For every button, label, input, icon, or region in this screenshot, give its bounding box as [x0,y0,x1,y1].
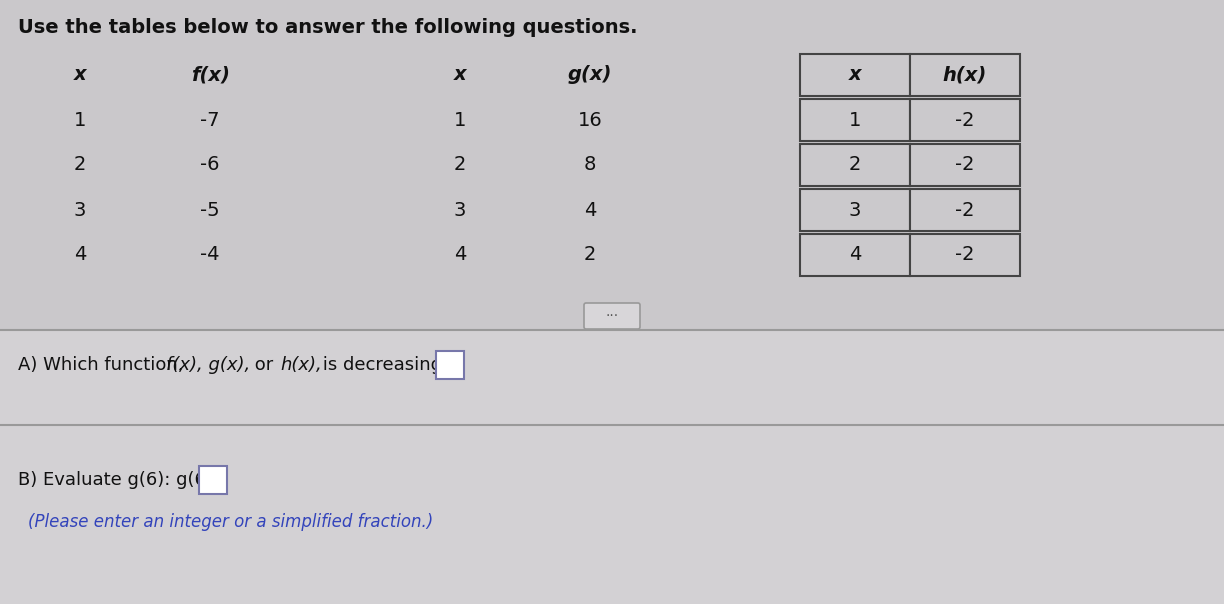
Bar [0,330,1224,604]
Text: -2: -2 [955,201,974,219]
Text: h(x): h(x) [942,65,987,85]
Bar [800,144,909,186]
Text: h(x),: h(x), [280,356,322,374]
Text: 1: 1 [454,111,466,129]
Text: 1: 1 [73,111,86,129]
Bar [909,189,1020,231]
Text: 1: 1 [848,111,862,129]
Bar [909,99,1020,141]
Text: -5: -5 [201,201,220,219]
Bar [200,466,228,494]
Text: A) Which function,: A) Which function, [18,356,190,374]
Text: B) Evaluate g(6): g(6)=: B) Evaluate g(6): g(6)= [18,471,228,489]
Text: -2: -2 [955,245,974,265]
Text: 8: 8 [584,155,596,175]
Bar [909,144,1020,186]
Bar [909,54,1020,96]
FancyBboxPatch shape [584,303,640,329]
Bar [800,54,909,96]
Text: 16: 16 [578,111,602,129]
Text: -2: -2 [955,111,974,129]
Text: -6: -6 [201,155,220,175]
Bar [800,189,909,231]
Text: g(x): g(x) [568,65,612,85]
Text: x: x [848,65,862,85]
Text: f(x): f(x) [191,65,229,85]
Text: or: or [248,356,279,374]
Text: 4: 4 [584,201,596,219]
Text: 3: 3 [848,201,862,219]
Text: is decreasing?: is decreasing? [317,356,452,374]
Text: -2: -2 [955,155,974,175]
Text: x: x [454,65,466,85]
Text: 4: 4 [73,245,86,265]
Bar [0,0,1224,330]
Text: ···: ··· [606,309,618,323]
Text: f(x), g(x),: f(x), g(x), [166,356,251,374]
Bar [437,351,464,379]
Text: 4: 4 [848,245,862,265]
Text: 2: 2 [454,155,466,175]
Text: Use the tables below to answer the following questions.: Use the tables below to answer the follo… [18,18,638,37]
Text: 2: 2 [848,155,862,175]
Bar [800,99,909,141]
Text: 3: 3 [454,201,466,219]
Text: -7: -7 [201,111,220,129]
Text: x: x [73,65,87,85]
Text: 2: 2 [584,245,596,265]
Bar [800,234,909,276]
Text: 3: 3 [73,201,86,219]
Text: 2: 2 [73,155,86,175]
Bar [909,234,1020,276]
Text: (Please enter an integer or a simplified fraction.): (Please enter an integer or a simplified… [28,513,433,531]
Text: 4: 4 [454,245,466,265]
Text: -4: -4 [201,245,220,265]
